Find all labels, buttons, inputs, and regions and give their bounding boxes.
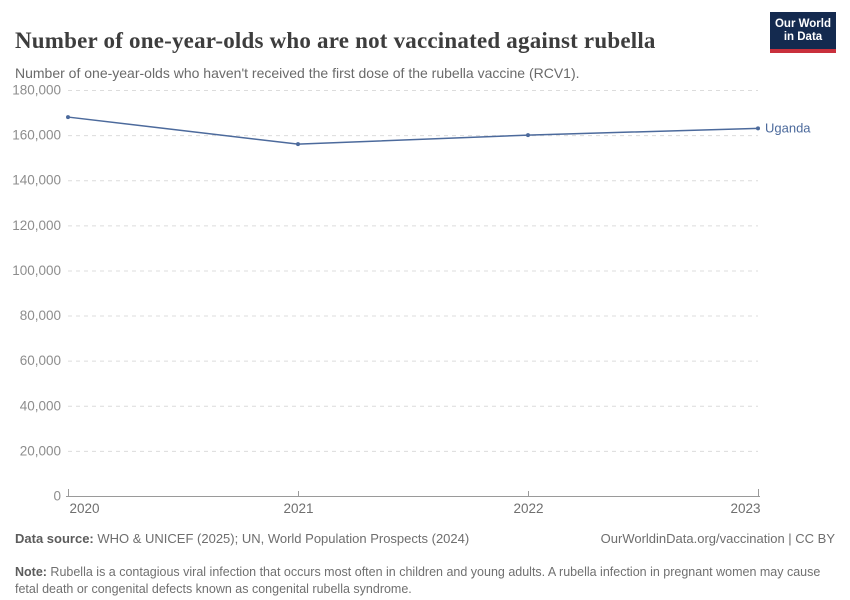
note-text: Rubella is a contagious viral infection … (15, 564, 821, 596)
x-tick-label: 2022 (513, 501, 543, 516)
y-tick-label: 100,000 (12, 263, 61, 278)
data-source-value: WHO & UNICEF (2025); UN, World Populatio… (93, 531, 470, 546)
data-source-label: Data source: (15, 531, 94, 546)
x-tick-label: 2020 (70, 501, 100, 516)
chart-note: Note: Rubella is a contagious viral infe… (15, 564, 837, 598)
entity-label-uganda: Uganda (765, 120, 811, 135)
y-tick-label: 80,000 (20, 308, 61, 323)
chart-subtitle: Number of one-year-olds who haven't rece… (15, 65, 580, 81)
data-source-text: Data source: WHO & UNICEF (2025); UN, Wo… (15, 531, 469, 546)
data-point (66, 115, 70, 120)
data-point (756, 126, 760, 131)
data-point (526, 133, 530, 138)
owid-logo-line2: in Data (783, 30, 823, 43)
x-tick-label: 2023 (730, 501, 760, 516)
y-tick-label: 60,000 (20, 353, 61, 368)
footer-source-row: Data source: WHO & UNICEF (2025); UN, Wo… (15, 531, 835, 549)
y-tick-label: 20,000 (20, 443, 61, 458)
owid-logo-line1: Our World (774, 17, 831, 30)
y-tick-label: 160,000 (12, 128, 61, 143)
y-tick-label: 0 (53, 489, 61, 504)
data-point (296, 142, 300, 147)
y-tick-label: 120,000 (12, 218, 61, 233)
y-tick-label: 40,000 (20, 398, 61, 413)
y-tick-label: 180,000 (12, 83, 61, 98)
owid-logo: Our World in Data (770, 12, 836, 53)
series-line-uganda (67, 116, 759, 145)
y-tick-label: 140,000 (12, 173, 61, 188)
chart-title: Number of one-year-olds who are not vacc… (15, 28, 656, 54)
x-tick-label: 2021 (283, 501, 313, 516)
owid-license-link[interactable]: OurWorldinData.org/vaccination | CC BY (600, 531, 835, 546)
note-label: Note: (15, 564, 47, 579)
